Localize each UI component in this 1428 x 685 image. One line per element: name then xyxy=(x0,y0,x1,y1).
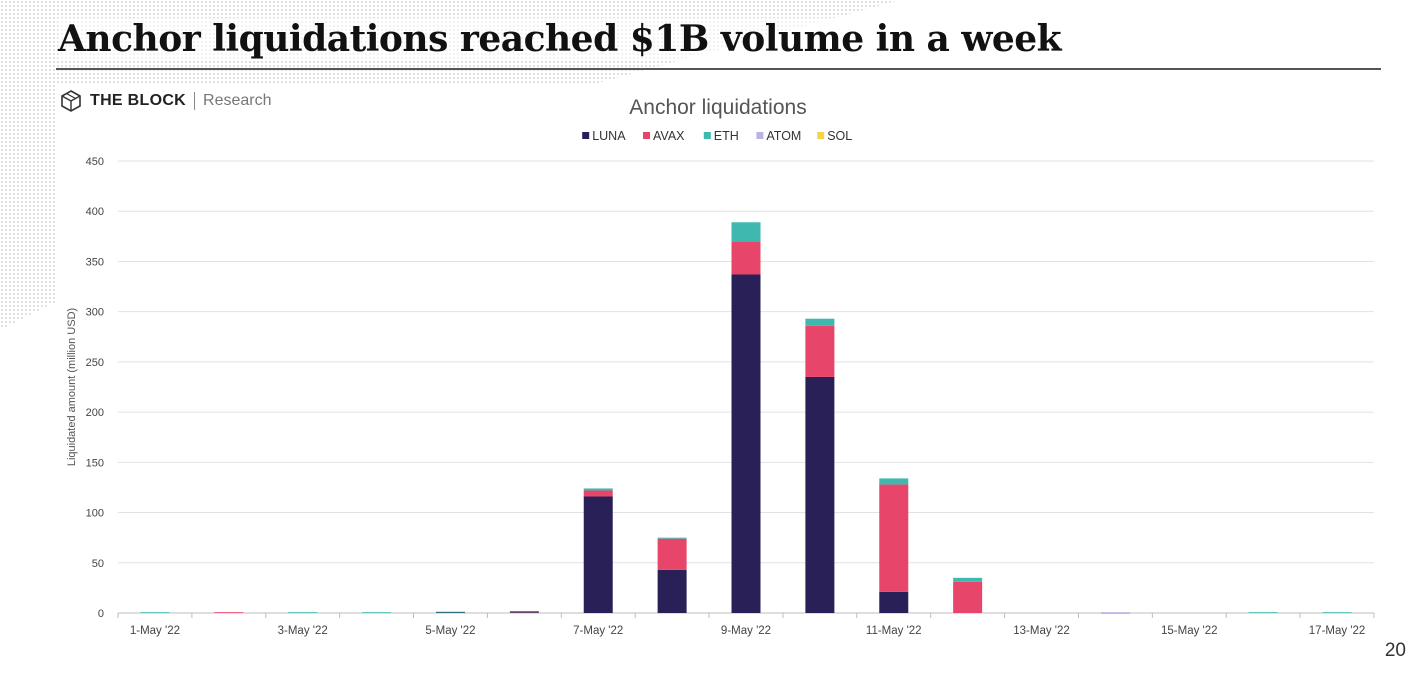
logo-subtitle: Research xyxy=(203,92,272,109)
bar-segment-eth xyxy=(583,488,613,491)
bar-segment-eth xyxy=(1322,612,1352,613)
bar-segment-eth xyxy=(657,537,687,539)
y-tick-label: 200 xyxy=(86,407,104,419)
y-tick-label: 150 xyxy=(86,457,104,469)
y-tick-label: 250 xyxy=(86,357,104,369)
bar-segment-eth xyxy=(288,612,318,613)
x-tick-label: 1-May '22 xyxy=(130,625,180,637)
logo-brand: THE BLOCK xyxy=(90,92,187,109)
x-tick-label: 17-May '22 xyxy=(1309,625,1366,637)
page-number: 20 xyxy=(1384,640,1406,661)
legend-label-luna: LUNA xyxy=(592,129,626,143)
bar-segment-eth xyxy=(879,478,909,485)
logo-divider xyxy=(194,92,196,110)
y-axis-label: Liquidated amount (million USD) xyxy=(66,308,78,466)
title-divider xyxy=(56,68,1381,70)
x-tick-label: 7-May '22 xyxy=(573,625,623,637)
bar-segment-avax xyxy=(953,581,983,613)
bar-segment-atom xyxy=(1100,612,1130,613)
x-tick-label: 5-May '22 xyxy=(425,625,475,637)
bar-segment-eth xyxy=(435,611,465,613)
bar-segment-eth xyxy=(1248,612,1278,613)
y-tick-label: 50 xyxy=(92,558,104,570)
x-tick-label: 3-May '22 xyxy=(278,625,328,637)
bar-segment-luna xyxy=(657,569,687,613)
bar-segment-luna xyxy=(509,612,539,613)
x-axis: 1-May '22 3-May '22 5-May '22 7-May '22 9-Ma… xyxy=(117,613,1375,637)
legend-label-avax: AVAX xyxy=(653,129,685,143)
y-tick-label: 300 xyxy=(86,307,104,319)
slide-title: Anchor liquidations reached $1B volume i… xyxy=(58,18,1062,60)
bar-segment-avax xyxy=(1100,612,1130,614)
bar-segment-avax xyxy=(509,610,539,613)
chart-title: Anchor liquidations xyxy=(629,96,806,119)
legend-swatch-sol xyxy=(817,132,825,139)
bar-segment-luna xyxy=(435,612,465,613)
x-tick-label: 11-May '22 xyxy=(866,625,922,637)
legend-label-sol: SOL xyxy=(827,129,852,143)
legend-swatch-luna xyxy=(582,132,590,139)
chart-container xyxy=(56,84,1386,664)
bar-segment-avax xyxy=(879,484,909,592)
y-tick-label: 350 xyxy=(86,256,104,268)
y-axis: 0 50 100 150 200 250 300 350 400 450 xyxy=(86,156,104,620)
bar-segment-luna xyxy=(805,376,835,613)
legend-swatch-avax xyxy=(643,132,650,139)
y-tick-label: 450 xyxy=(86,156,104,168)
bar-group xyxy=(140,222,1352,614)
bar-segment-eth xyxy=(140,612,170,613)
bar-segment-luna xyxy=(583,496,613,613)
bar-segment-avax xyxy=(657,538,687,570)
y-tick-label: 400 xyxy=(86,206,104,218)
y-tick-label: 0 xyxy=(98,608,104,620)
legend-swatch-eth xyxy=(703,132,711,139)
x-tick-label: 15-May '22 xyxy=(1161,625,1218,637)
bar-segment-eth xyxy=(805,318,835,326)
legend-label-eth: ETH xyxy=(714,129,739,143)
bar-segment-avax xyxy=(214,612,244,613)
bar-segment-avax xyxy=(583,490,613,497)
bar-segment-luna xyxy=(731,274,761,613)
chart-legend: LUNA AVAX ETH ATOM SOL xyxy=(582,129,852,143)
legend-swatch-atom xyxy=(756,132,764,139)
bar-segment-avax xyxy=(805,325,835,377)
cube-icon xyxy=(61,90,81,112)
bar-segment-luna xyxy=(879,591,909,613)
y-tick-label: 100 xyxy=(86,508,104,520)
legend-label-atom: ATOM xyxy=(766,129,801,143)
bar-segment-eth xyxy=(731,222,761,242)
brand-logo: THE BLOCK Research xyxy=(60,90,272,112)
bar-segment-avax xyxy=(731,241,761,275)
x-tick-label: 9-May '22 xyxy=(721,625,771,637)
x-tick-label: 13-May '22 xyxy=(1013,625,1070,637)
bar-segment-eth xyxy=(953,577,983,582)
bar-segment-eth xyxy=(362,612,392,613)
